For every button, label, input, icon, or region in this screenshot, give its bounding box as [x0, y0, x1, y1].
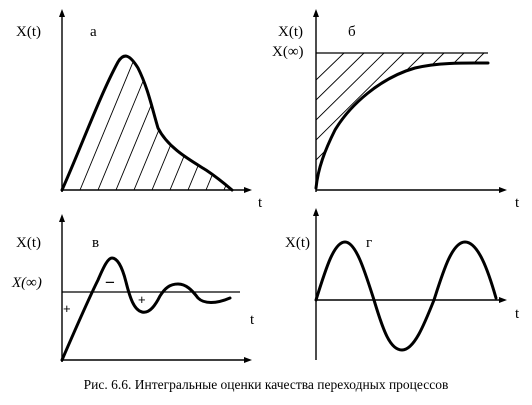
panel-b-hatching — [316, 53, 488, 188]
panel-g-y-label: X(t) — [285, 235, 310, 251]
panel-v-asymptote-label: X(∞) — [11, 275, 42, 291]
panel-g-letter: г — [366, 235, 372, 251]
panel-b-curve — [314, 61, 490, 190]
panel-a-x-label: t — [258, 195, 263, 211]
panel-g-x-label: t — [515, 306, 520, 322]
panel-v: + − + X(t) X(∞) в t — [11, 214, 255, 363]
panel-v-sign-plus-2: + — [138, 292, 146, 307]
panel-b-letter: б — [348, 24, 356, 40]
panel-b: X(t) X(∞) б t — [272, 9, 520, 211]
panel-g: X(t) г t — [285, 208, 520, 360]
panel-b-y-label: X(t) — [278, 24, 303, 40]
figure-caption: Рис. 6.6. Интегральные оценки качества п… — [83, 377, 449, 392]
panel-g-curve — [314, 240, 498, 352]
panel-b-x-label: t — [515, 195, 520, 211]
panel-a-letter: а — [90, 24, 97, 40]
panel-v-x-label: t — [250, 312, 255, 328]
panel-a-curve — [60, 54, 234, 192]
panel-v-curve — [60, 256, 232, 362]
panel-a-hatching — [62, 56, 232, 190]
panel-a-y-label: X(t) — [16, 24, 41, 40]
panel-v-y-label: X(t) — [16, 235, 41, 251]
panel-b-asymptote-label: X(∞) — [272, 44, 304, 60]
panel-v-sign-plus-1: + — [63, 301, 71, 316]
panel-v-sign-minus: − — [105, 273, 115, 292]
panel-v-letter: в — [92, 235, 99, 251]
panel-a: X(t) а t — [16, 9, 263, 211]
